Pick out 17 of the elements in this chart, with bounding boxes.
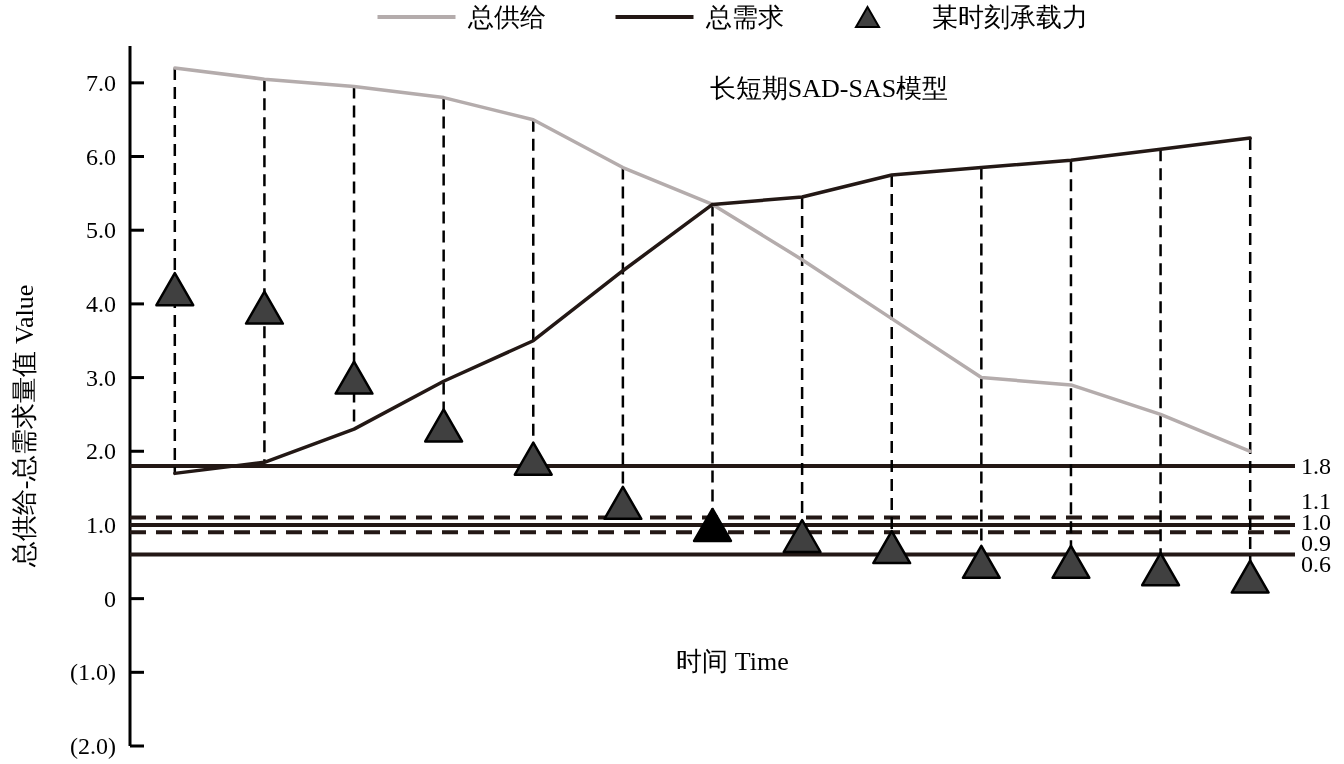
ref-line-label: 1.8 bbox=[1301, 453, 1331, 479]
legend-label: 某时刻承载力 bbox=[931, 2, 1088, 32]
y-axis-title: 总供给-总需求量值 Value bbox=[9, 284, 39, 569]
y-tick-label: 4.0 bbox=[86, 290, 116, 317]
y-tick-label: 6.0 bbox=[86, 143, 116, 170]
y-tick-label: 0 bbox=[104, 585, 116, 612]
y-tick-label: 2.0 bbox=[86, 438, 116, 465]
legend-label: 总需求 bbox=[704, 2, 784, 32]
legend-label: 总供给 bbox=[466, 2, 546, 32]
y-tick-label: 1.0 bbox=[86, 511, 116, 538]
y-tick-label: (2.0) bbox=[70, 733, 116, 759]
y-tick-label: (1.0) bbox=[70, 659, 116, 686]
text: 长短期SAD-SAS模型 bbox=[709, 73, 949, 103]
x-axis-title: 时间 Time bbox=[676, 646, 789, 676]
y-tick-label: 3.0 bbox=[86, 364, 116, 391]
y-tick-label: 5.0 bbox=[86, 217, 116, 244]
y-tick-label: 7.0 bbox=[86, 69, 116, 96]
